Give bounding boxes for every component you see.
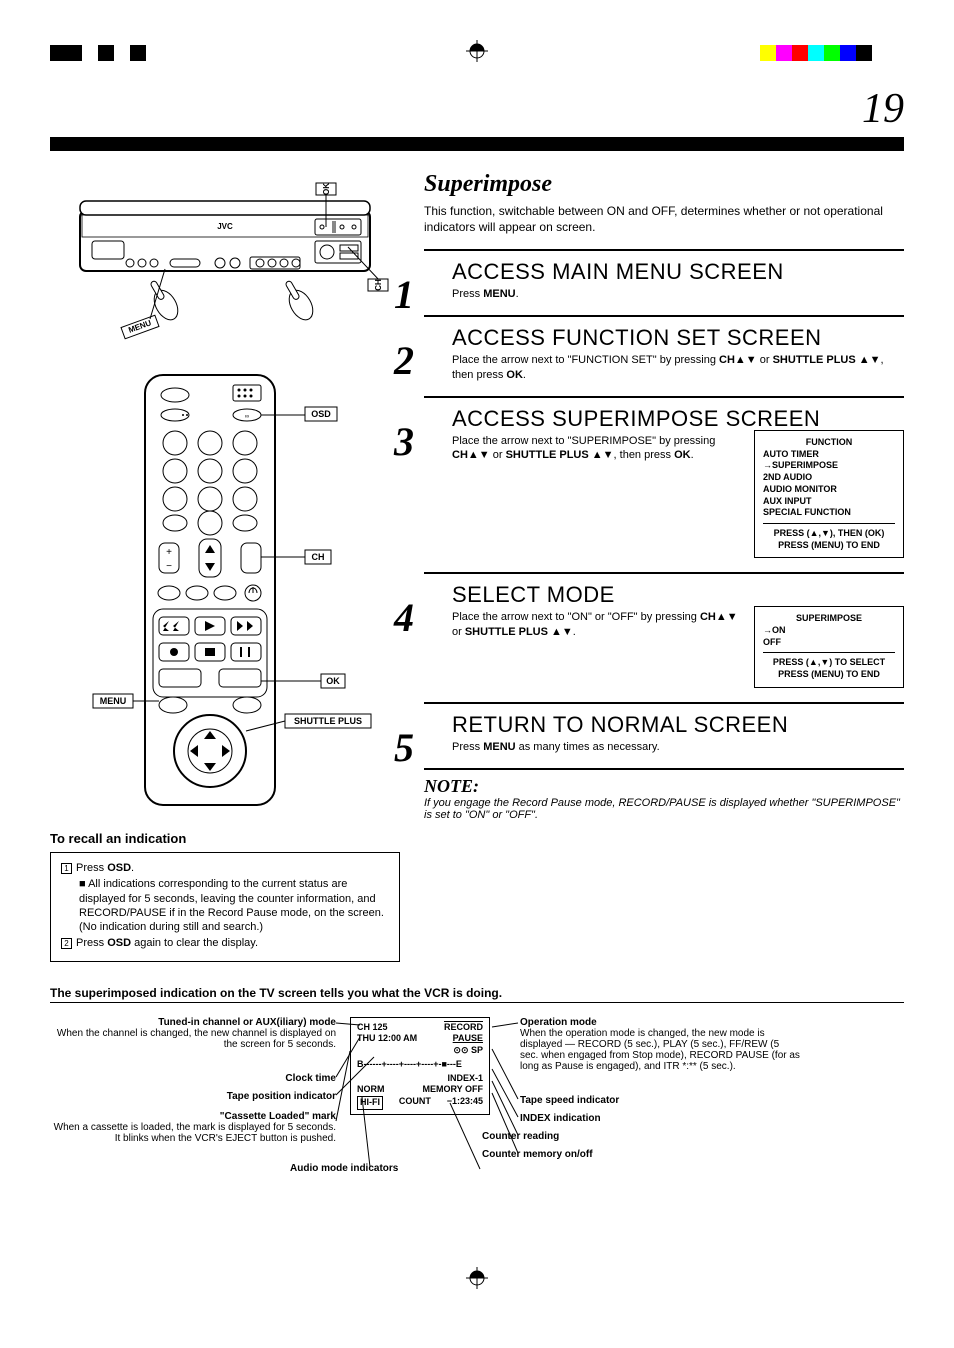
tv-osd-box: CH 125RECORD THU 12:00 AMPAUSE ⊙⊙ SP B--… bbox=[350, 1017, 490, 1115]
bottom-title: The superimposed indication on the TV sc… bbox=[50, 986, 904, 1003]
label-audio: Audio mode indicators bbox=[290, 1163, 398, 1174]
step-body: Press MENU as many times as necessary. bbox=[452, 740, 904, 754]
recall-item: 1Press OSD. bbox=[61, 861, 389, 875]
step-number: 1 bbox=[394, 271, 414, 318]
recall-box: 1Press OSD. ■ All indications correspondi… bbox=[50, 852, 400, 962]
page-number: 19 bbox=[50, 85, 904, 133]
right-marks bbox=[744, 45, 904, 61]
vcr-diagram: JVC bbox=[60, 181, 390, 351]
step-heading: RETURN TO NORMAL SCREEN bbox=[452, 714, 904, 736]
step-2: 2ACCESS FUNCTION SET SCREENPlace the arr… bbox=[424, 315, 904, 396]
svg-text:CH: CH bbox=[374, 279, 383, 291]
bottom-crosshair-icon bbox=[50, 1267, 904, 1292]
recall-item: 2Press OSD again to clear the display. bbox=[61, 936, 389, 950]
shuttle-label: SHUTTLE PLUS bbox=[294, 716, 362, 726]
step-body: Place the arrow next to "SUPERIMPOSE" by… bbox=[452, 434, 744, 558]
ch-label: CH bbox=[312, 552, 325, 562]
step-body: Place the arrow next to "FUNCTION SET" b… bbox=[452, 353, 904, 382]
step-3: 3ACCESS SUPERIMPOSE SCREENPlace the arro… bbox=[424, 396, 904, 572]
recall-title: To recall an indication bbox=[50, 831, 400, 846]
svg-text:OK: OK bbox=[322, 183, 331, 195]
osd-label: OSD bbox=[311, 409, 331, 419]
note-body: If you engage the Record Pause mode, REC… bbox=[424, 797, 904, 821]
step-body: Press MENU. bbox=[452, 287, 904, 301]
label-tuned: Tuned-in channel or AUX(iliary) mode Whe… bbox=[50, 1017, 336, 1050]
step-1: 1ACCESS MAIN MENU SCREENPress MENU. bbox=[424, 249, 904, 315]
left-marks bbox=[50, 45, 210, 61]
header-bar bbox=[50, 137, 904, 151]
crosshair-icon bbox=[466, 40, 488, 65]
label-cassette: "Cassette Loaded" mark When a cassette i… bbox=[50, 1111, 336, 1144]
step-5: 5RETURN TO NORMAL SCREENPress MENU as ma… bbox=[424, 702, 904, 768]
step-number: 5 bbox=[394, 724, 414, 771]
step-heading: ACCESS MAIN MENU SCREEN bbox=[452, 261, 904, 283]
registration-marks bbox=[50, 40, 904, 65]
label-memory: Counter memory on/off bbox=[482, 1149, 593, 1160]
right-column: Superimpose This function, switchable be… bbox=[424, 171, 904, 962]
vcr-brand-label: JVC bbox=[217, 222, 233, 231]
step-number: 3 bbox=[394, 418, 414, 465]
menu-label: MENU bbox=[100, 696, 127, 706]
svg-text:∞: ∞ bbox=[245, 414, 249, 420]
remote-diagram: ∞ OSD + − CH bbox=[75, 371, 375, 811]
label-speed: Tape speed indicator bbox=[520, 1095, 619, 1106]
note-title: NOTE: bbox=[424, 768, 904, 797]
step-heading: ACCESS FUNCTION SET SCREEN bbox=[452, 327, 904, 349]
intro-text: This function, switchable between ON and… bbox=[424, 204, 904, 235]
svg-text:−: − bbox=[166, 561, 172, 572]
step-number: 2 bbox=[394, 337, 414, 384]
osd-screen: FUNCTIONAUTO TIMER→SUPERIMPOSE2ND AUDIOA… bbox=[754, 430, 904, 558]
ok-label: OK bbox=[326, 676, 340, 686]
step-heading: ACCESS SUPERIMPOSE SCREEN bbox=[452, 408, 904, 430]
osd-screen: SUPERIMPOSE→ONOFFPRESS (▲,▼) TO SELECT P… bbox=[754, 606, 904, 687]
step-number: 4 bbox=[394, 594, 414, 641]
step-body: Place the arrow next to "ON" or "OFF" by… bbox=[452, 610, 744, 687]
label-clock: Clock time bbox=[50, 1073, 336, 1084]
bottom-diagram: CH 125RECORD THU 12:00 AMPAUSE ⊙⊙ SP B--… bbox=[50, 1017, 904, 1247]
step-heading: SELECT MODE bbox=[452, 584, 904, 606]
recall-item: ■ All indications corresponding to the c… bbox=[79, 877, 389, 934]
left-column: JVC bbox=[50, 171, 400, 962]
label-tapepos: Tape position indicator bbox=[50, 1091, 336, 1102]
step-4: 4SELECT MODEPlace the arrow next to "ON"… bbox=[424, 572, 904, 701]
svg-text:+: + bbox=[166, 547, 172, 558]
label-counter: Counter reading bbox=[482, 1131, 559, 1142]
label-index: INDEX indication bbox=[520, 1113, 601, 1124]
label-opmode: Operation mode When the operation mode i… bbox=[520, 1017, 800, 1072]
section-title: Superimpose bbox=[424, 171, 904, 198]
